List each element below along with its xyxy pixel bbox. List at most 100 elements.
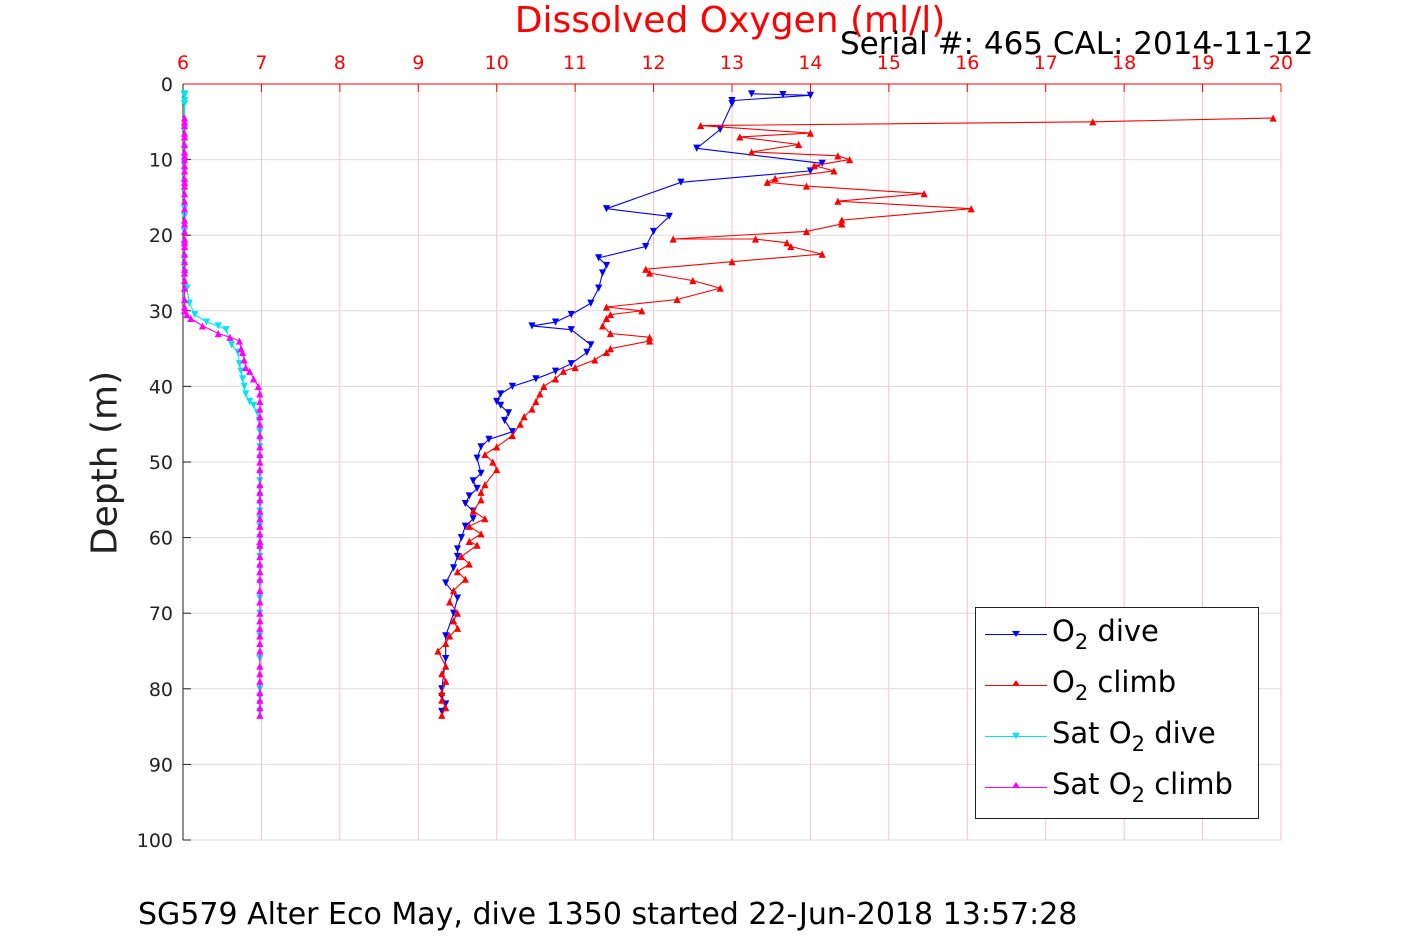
data-point xyxy=(246,397,254,406)
data-point xyxy=(256,458,264,466)
data-point xyxy=(191,310,199,319)
data-point xyxy=(1089,118,1097,126)
data-point xyxy=(697,121,705,130)
data-point xyxy=(469,477,477,485)
data-point xyxy=(806,129,815,137)
x-tick-label: 8 xyxy=(334,52,346,74)
x-tick-label: 15 xyxy=(877,52,901,74)
data-point xyxy=(493,397,501,406)
data-point xyxy=(602,303,611,311)
x-tick-label: 10 xyxy=(485,52,509,74)
data-point xyxy=(504,409,513,417)
x-tick-label: 19 xyxy=(1190,52,1214,74)
data-point xyxy=(453,568,462,576)
data-point xyxy=(180,295,189,304)
data-point xyxy=(237,367,245,375)
data-point xyxy=(256,568,264,576)
data-point xyxy=(256,488,264,496)
data-point xyxy=(602,205,611,213)
data-point xyxy=(646,333,654,341)
data-point xyxy=(469,515,477,523)
data-point xyxy=(180,303,189,311)
data-point xyxy=(239,348,247,356)
data-point xyxy=(256,431,264,440)
x-tick-label: 14 xyxy=(798,52,822,74)
data-point xyxy=(508,431,516,440)
data-point xyxy=(214,322,222,330)
x-tick-label: 6 xyxy=(177,52,189,74)
data-point xyxy=(180,205,189,213)
data-point xyxy=(256,575,264,583)
data-point xyxy=(256,647,264,655)
legend: O2 dive O2 climb Sat O2 dive Sat O2 climb xyxy=(975,607,1259,819)
series-o2-climb xyxy=(434,114,1277,719)
y-tick-label: 20 xyxy=(149,225,173,247)
data-point xyxy=(446,632,454,640)
data-point xyxy=(846,156,854,164)
data-point xyxy=(256,537,264,545)
data-point xyxy=(442,677,450,685)
data-point xyxy=(516,420,524,428)
data-point xyxy=(571,363,579,372)
data-point xyxy=(180,216,189,224)
x-tick-label: 20 xyxy=(1269,52,1293,74)
data-point xyxy=(606,310,615,319)
data-point xyxy=(180,190,189,198)
data-point xyxy=(689,276,697,285)
data-point xyxy=(477,496,485,504)
data-point xyxy=(810,162,818,170)
data-point xyxy=(180,235,189,243)
data-point xyxy=(256,639,264,648)
series-sat-o2-climb xyxy=(180,114,264,719)
data-point xyxy=(240,382,248,390)
data-point xyxy=(748,148,756,156)
data-point xyxy=(763,178,771,186)
data-point xyxy=(728,258,736,266)
data-point xyxy=(180,307,189,315)
data-point xyxy=(461,499,469,508)
data-point xyxy=(469,507,477,515)
data-point xyxy=(465,492,473,500)
data-point xyxy=(665,212,673,220)
data-point xyxy=(256,405,264,413)
data-point xyxy=(256,530,264,538)
data-point xyxy=(834,197,842,205)
data-point xyxy=(834,152,842,160)
series-o2-dive xyxy=(438,90,826,716)
data-point xyxy=(453,545,462,553)
legend-label: Sat O2 dive xyxy=(1052,716,1216,756)
data-point xyxy=(638,307,646,315)
data-point xyxy=(642,242,650,251)
data-point xyxy=(802,182,811,190)
data-point xyxy=(256,670,264,678)
y-tick-label: 0 xyxy=(161,74,173,96)
x-tick-label: 11 xyxy=(563,52,587,74)
data-point xyxy=(256,390,264,398)
data-point xyxy=(642,265,650,273)
data-point xyxy=(256,677,264,685)
data-point xyxy=(457,552,466,561)
data-point xyxy=(587,341,595,349)
data-point xyxy=(728,100,736,108)
y-tick-label: 90 xyxy=(149,754,173,776)
data-point xyxy=(461,575,469,583)
data-point xyxy=(256,609,264,617)
data-point xyxy=(500,416,509,425)
data-point xyxy=(779,90,787,99)
legend-label: Sat O2 climb xyxy=(1052,767,1233,807)
data-point xyxy=(497,390,505,398)
data-point xyxy=(481,481,489,489)
x-tick-label: 18 xyxy=(1112,52,1136,74)
data-point xyxy=(838,216,846,224)
data-point xyxy=(180,276,189,285)
data-point xyxy=(180,242,189,251)
data-point xyxy=(748,90,756,98)
data-point xyxy=(222,326,230,334)
data-point xyxy=(256,450,264,459)
axes: 6 7 8 9 10 11 12 13 14 15 16 17 18 19 20 0 10 20 30 40 50 60 7… xyxy=(137,52,1293,852)
data-point xyxy=(256,586,264,595)
data-point xyxy=(802,227,811,236)
data-point xyxy=(716,284,724,292)
data-point xyxy=(449,586,458,595)
data-point xyxy=(438,696,446,704)
